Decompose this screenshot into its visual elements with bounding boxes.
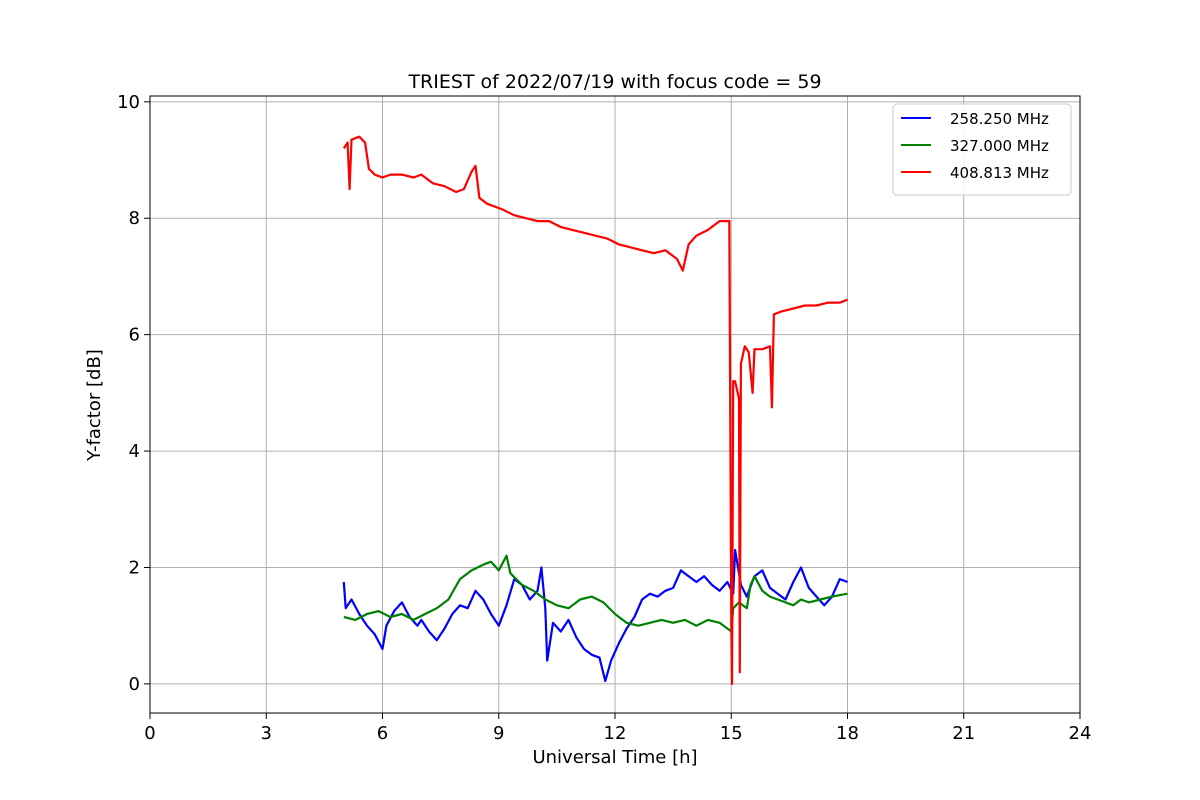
series-line-2 xyxy=(343,554,848,633)
x-tick-label: 12 xyxy=(604,723,627,744)
series-line-3 xyxy=(342,135,848,685)
chart-title: TRIEST of 2022/07/19 with focus code = 5… xyxy=(407,71,821,93)
x-tick-label: 6 xyxy=(377,723,388,744)
x-tick-label: 3 xyxy=(261,723,272,744)
y-tick-label: 8 xyxy=(129,208,140,229)
legend-label: 327.000 MHz xyxy=(950,137,1049,155)
legend-label: 258.250 MHz xyxy=(950,110,1049,128)
legend: 258.250 MHz 327.000 MHz 408.813 MHz xyxy=(892,103,1072,196)
y-tick-label: 2 xyxy=(129,557,140,578)
y-tick-label: 4 xyxy=(129,441,140,462)
x-tick-label: 21 xyxy=(952,723,975,744)
x-tick-label: 24 xyxy=(1069,723,1092,744)
x-tick-label: 15 xyxy=(720,723,743,744)
legend-label: 408.813 MHz xyxy=(950,164,1049,182)
y-tick-label: 10 xyxy=(117,92,140,113)
x-tick-label: 0 xyxy=(144,723,155,744)
y-tick-label: 0 xyxy=(129,674,140,695)
x-tick-label: 18 xyxy=(836,723,859,744)
series-layer xyxy=(342,135,848,685)
y-axis-title: Y-factor [dB] xyxy=(84,349,105,462)
x-axis-title: Universal Time [h] xyxy=(532,747,697,768)
x-tick-label: 9 xyxy=(493,723,504,744)
series-line-1 xyxy=(342,548,848,683)
y-tick-label: 6 xyxy=(129,325,140,346)
legend-box xyxy=(892,103,1072,196)
